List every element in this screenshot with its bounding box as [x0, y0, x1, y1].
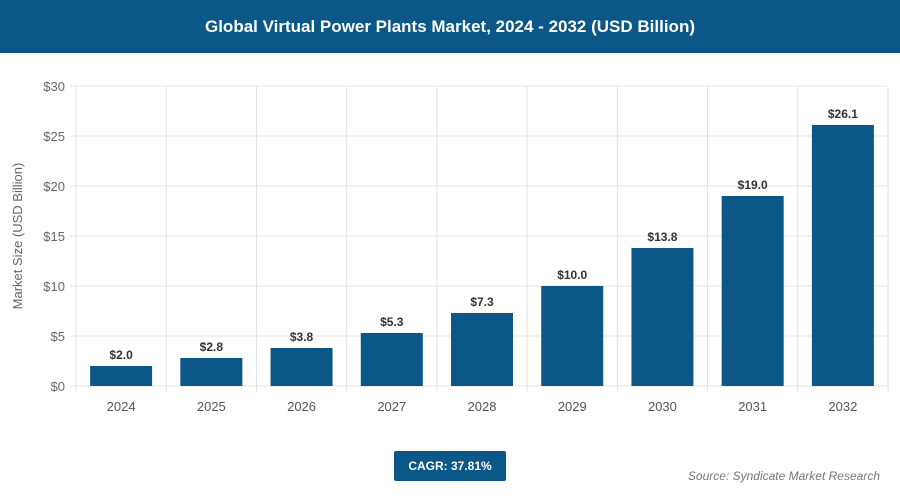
bar: [90, 366, 153, 386]
bar: [270, 348, 333, 386]
x-tick-label: 2030: [648, 399, 677, 414]
cagr-badge: CAGR: 37.81%: [394, 451, 506, 481]
data-label: $19.0: [738, 178, 768, 192]
bar: [721, 196, 784, 386]
y-tick-label: $20: [43, 179, 65, 194]
bar: [180, 358, 243, 386]
data-label: $2.8: [200, 340, 224, 354]
x-tick-label: 2027: [377, 399, 406, 414]
bar: [811, 125, 874, 386]
source-note: Source: Syndicate Market Research: [687, 469, 880, 483]
x-tick-label: 2024: [107, 399, 136, 414]
bar: [451, 313, 513, 386]
bar: [541, 286, 604, 386]
chart-title: Global Virtual Power Plants Market, 2024…: [0, 0, 900, 53]
bar: [631, 248, 694, 386]
y-tick-label: $30: [43, 79, 65, 94]
bar: [360, 333, 423, 386]
data-label: $5.3: [380, 315, 404, 329]
x-tick-label: 2031: [738, 399, 767, 414]
x-tick-label: 2032: [828, 399, 857, 414]
data-label: $2.0: [109, 348, 133, 362]
x-tick-label: 2029: [558, 399, 587, 414]
x-tick-label: 2028: [468, 399, 497, 414]
y-tick-label: $0: [51, 379, 65, 394]
y-tick-label: $15: [43, 229, 65, 244]
y-tick-label: $5: [51, 329, 65, 344]
data-label: $3.8: [290, 330, 314, 344]
data-label: $13.8: [647, 230, 677, 244]
y-axis-label: Market Size (USD Billion): [10, 163, 25, 310]
data-label: $26.1: [828, 107, 858, 121]
x-tick-label: 2026: [287, 399, 316, 414]
x-tick-label: 2025: [197, 399, 226, 414]
y-tick-label: $25: [43, 129, 65, 144]
data-label: $10.0: [557, 268, 587, 282]
data-label: $7.3: [470, 295, 494, 309]
y-tick-label: $10: [43, 279, 65, 294]
